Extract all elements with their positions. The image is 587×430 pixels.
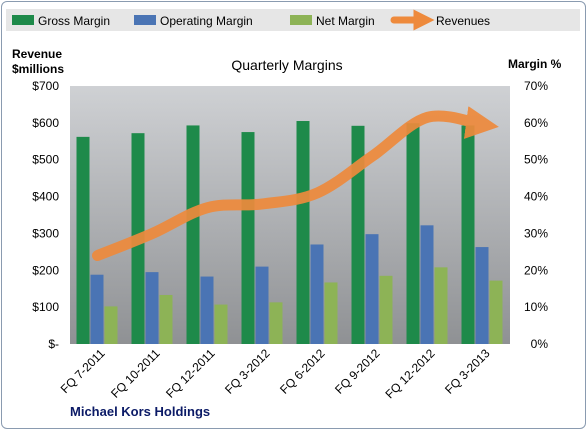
- gross-margin-bar: [76, 136, 90, 344]
- legend-label: Revenues: [436, 14, 490, 28]
- gross-margin-bar: [296, 121, 310, 344]
- x-tick-label: FQ 3-2013: [442, 346, 493, 397]
- gross-margin-bar: [351, 125, 365, 344]
- net-margin-bar: [104, 306, 118, 344]
- operating-margin-bar: [145, 272, 159, 344]
- operating-margin-bar: [420, 225, 434, 344]
- legend-label: Operating Margin: [160, 14, 253, 28]
- net-margin-bar: [324, 282, 338, 344]
- left-tick-label: $700: [32, 79, 59, 93]
- left-tick-label: $100: [32, 300, 59, 314]
- x-tick-label: FQ 12-2012: [382, 346, 437, 401]
- left-axis: $- $100 $200 $300 $400 $500 $600 $700: [32, 79, 59, 351]
- net-margin-bar: [214, 304, 228, 344]
- revenue-line: [92, 106, 499, 262]
- x-tick-label: FQ 10-2011: [108, 346, 163, 401]
- right-tick-label: 70%: [524, 79, 548, 93]
- footer-company: Michael Kors Holdings: [70, 404, 210, 419]
- net-margin-bar: [159, 294, 173, 344]
- right-tick-label: 60%: [524, 116, 548, 130]
- right-tick-label: 0%: [531, 337, 549, 351]
- net-margin-bar: [269, 302, 283, 344]
- legend-revenues: Revenues: [390, 9, 490, 31]
- gross-margin-bar: [461, 125, 475, 345]
- chart-title: Quarterly Margins: [231, 57, 342, 73]
- net-margin-bar: [489, 280, 503, 344]
- net-margin-bar: [434, 267, 448, 344]
- operating-margin-bar: [365, 234, 379, 344]
- left-tick-label: $-: [48, 337, 59, 351]
- right-tick-label: 10%: [524, 300, 548, 314]
- left-tick-label: $200: [32, 263, 59, 277]
- operating-margin-bar: [310, 244, 324, 344]
- legend-swatch: [12, 15, 34, 25]
- left-tick-label: $600: [32, 116, 59, 130]
- legend-gross-margin: Gross Margin: [12, 14, 110, 28]
- right-tick-label: 40%: [524, 190, 548, 204]
- x-tick-label: FQ 12-2011: [163, 346, 218, 401]
- operating-margin-bar: [90, 274, 104, 344]
- x-tick-label: FQ 7-2011: [58, 346, 108, 396]
- right-tick-label: 20%: [524, 263, 548, 277]
- legend-label: Net Margin: [316, 14, 375, 28]
- x-tick-label: FQ 9-2012: [332, 346, 383, 397]
- right-axis-title: Margin %: [508, 57, 562, 71]
- gross-margin-bar: [406, 123, 420, 345]
- left-tick-label: $300: [32, 226, 59, 240]
- right-tick-label: 30%: [524, 226, 548, 240]
- left-axis-title-line2: $millions: [12, 62, 64, 76]
- left-tick-label: $500: [32, 153, 59, 167]
- left-tick-label: $400: [32, 190, 59, 204]
- operating-margin-bar: [475, 247, 489, 344]
- legend-net-margin: Net Margin: [290, 14, 375, 28]
- right-axis: 0% 10% 20% 30% 40% 50% 60% 70%: [524, 79, 548, 351]
- net-margin-bar: [379, 275, 393, 344]
- legend: Gross Margin Operating Margin Net Margin Re…: [12, 9, 490, 31]
- legend-swatch: [290, 15, 312, 25]
- bars-layer: [76, 121, 503, 345]
- x-tick-label: FQ 3-2012: [222, 346, 273, 397]
- legend-swatch: [134, 15, 156, 25]
- gross-margin-bar: [241, 132, 255, 344]
- right-tick-label: 50%: [524, 153, 548, 167]
- legend-label: Gross Margin: [38, 14, 110, 28]
- operating-margin-bar: [255, 266, 269, 344]
- x-tick-label: FQ 6-2012: [277, 346, 328, 397]
- left-axis-title-line1: Revenue: [12, 47, 62, 61]
- x-axis: FQ 7-2011 FQ 10-2011 FQ 12-2011 FQ 3-2012 FQ…: [58, 346, 493, 401]
- revenue-line-layer: [92, 106, 499, 262]
- operating-margin-bar: [200, 276, 214, 344]
- gross-margin-bar: [186, 125, 200, 345]
- legend-operating-margin: Operating Margin: [134, 14, 253, 28]
